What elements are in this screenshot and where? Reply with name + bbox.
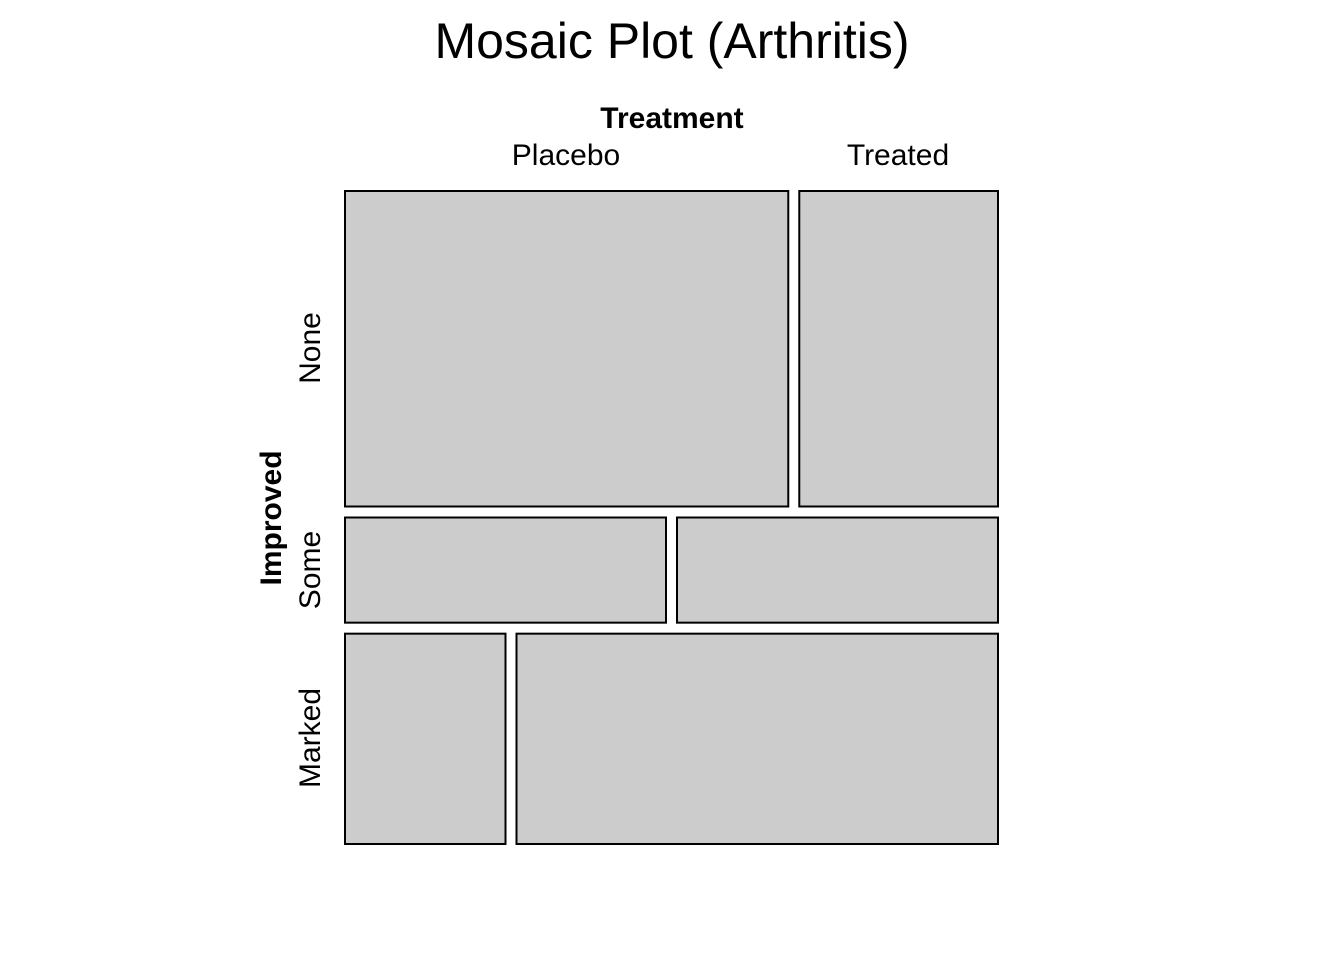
row-variable-label: Improved — [255, 450, 288, 585]
tile-some-placebo — [344, 516, 667, 624]
mosaic-tiles — [344, 190, 999, 846]
tile-none-treated — [798, 190, 999, 508]
chart-title: Mosaic Plot (Arthritis) — [434, 13, 909, 69]
tile-marked-treated — [515, 632, 999, 846]
tile-marked-placebo — [344, 632, 507, 846]
row-level-label-none: None — [294, 312, 327, 384]
tile-none-placebo — [344, 190, 790, 508]
tile-some-treated — [676, 516, 999, 624]
column-variable-label: Treatment — [600, 102, 743, 135]
row-level-label-some: Some — [294, 531, 327, 609]
row-level-label-marked: Marked — [294, 688, 327, 788]
column-level-label-placebo: Placebo — [512, 139, 620, 172]
column-level-label-treated: Treated — [847, 139, 949, 172]
